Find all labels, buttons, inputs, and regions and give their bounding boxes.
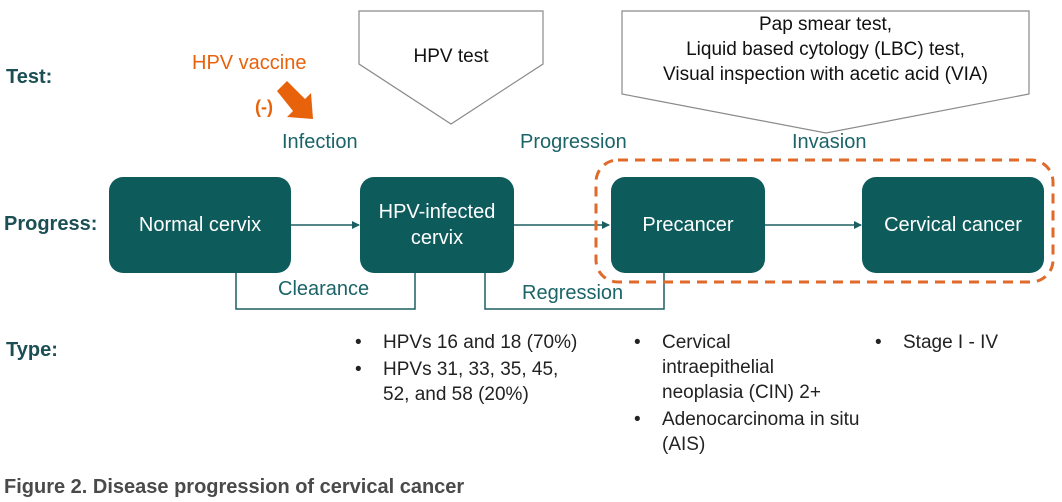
vaccine-effect-label: (-)	[255, 97, 273, 117]
stage-cervical-cancer: Cervical cancer	[862, 177, 1044, 273]
stage-hpv-infected: HPV-infected cervix	[360, 177, 514, 273]
stage-infected-label-line2: cervix	[410, 227, 464, 249]
stage-normal-cervix: Normal cervix	[109, 177, 291, 273]
list-item: Cervical intraepithelial neoplasia (CIN)…	[632, 330, 832, 405]
invasion-label: Invasion	[792, 131, 867, 153]
infection-label: Infection	[282, 131, 358, 153]
clearance-label: Clearance	[278, 278, 370, 300]
lbc-label: Liquid based cytology (LBC) test,	[686, 39, 965, 60]
list-item: Stage I - IV	[873, 330, 1053, 355]
type-row-label: Type:	[6, 339, 58, 361]
stage-infected-label-line1: HPV-infected	[378, 201, 496, 223]
via-label: Visual inspection with acetic acid (VIA)	[663, 64, 988, 85]
progression-label: Progression	[520, 131, 627, 153]
regression-arrow	[481, 251, 665, 310]
vaccine-arrow-icon	[277, 81, 313, 119]
stage-precancer: Precancer	[611, 177, 765, 273]
stage-precancer-label: Precancer	[642, 214, 734, 236]
progress-row-label: Progress:	[4, 213, 98, 235]
list-item: Adenocarcinoma in situ (AIS)	[632, 407, 862, 457]
stage-cancer-label: Cervical cancer	[884, 214, 1022, 236]
cytology-test-callout	[621, 10, 1030, 134]
test-row-label: Test:	[6, 66, 53, 88]
cancer-types-list: Stage I - IV	[873, 330, 1053, 357]
cytology-test-label: Pap smear test, Liquid based cytology (L…	[622, 12, 1029, 87]
hpv-test-label: HPV test	[413, 46, 489, 67]
hpv-vaccine-label: HPV vaccine	[192, 52, 307, 74]
list-item: HPVs 31, 33, 35, 45, 52, and 58 (20%)	[353, 357, 583, 407]
clearance-arrow	[232, 251, 416, 310]
hpv-test-callout	[358, 10, 544, 125]
precancer-types-list: Cervical intraepithelial neoplasia (CIN)…	[632, 330, 862, 459]
precancer-cancer-group-outline	[594, 158, 1055, 284]
stage-normal-label: Normal cervix	[138, 214, 262, 236]
pap-smear-label: Pap smear test,	[758, 14, 893, 35]
list-item: HPVs 16 and 18 (70%)	[353, 330, 603, 355]
figure-caption: Figure 2. Disease progression of cervica…	[4, 476, 465, 498]
regression-label: Regression	[522, 282, 624, 304]
infected-types-list: HPVs 16 and 18 (70%) HPVs 31, 33, 35, 45…	[353, 330, 603, 409]
